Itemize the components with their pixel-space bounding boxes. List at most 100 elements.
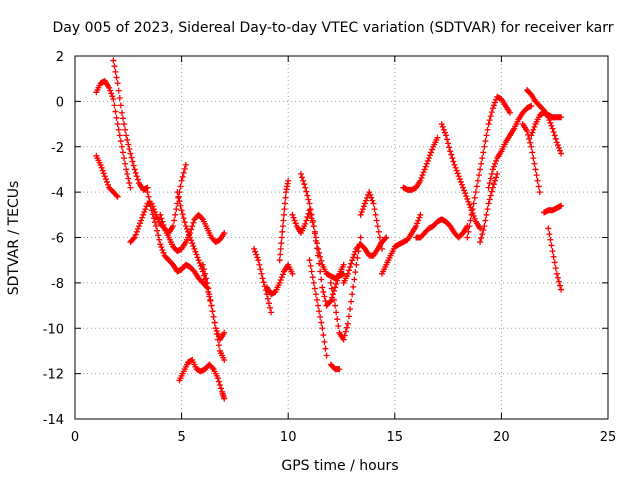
data-point — [252, 248, 259, 255]
data-point — [198, 215, 205, 222]
data-point — [552, 135, 559, 142]
data-point — [141, 208, 148, 215]
data-point — [321, 293, 328, 300]
data-point — [126, 180, 133, 187]
data-point — [307, 206, 314, 213]
data-point — [349, 291, 356, 298]
data-point — [154, 227, 161, 234]
data-point — [489, 166, 496, 173]
data-point — [530, 126, 537, 133]
data-point — [305, 196, 312, 203]
data-point — [118, 143, 125, 150]
data-point — [206, 291, 213, 298]
y-tick-label: -12 — [43, 368, 64, 383]
data-point — [299, 174, 306, 181]
data-point — [320, 288, 327, 295]
data-point — [192, 248, 199, 255]
data-point — [474, 177, 481, 184]
data-point — [445, 140, 452, 147]
data-point — [490, 163, 497, 170]
data-point — [469, 206, 476, 213]
data-point — [372, 211, 379, 218]
data-point — [434, 134, 441, 141]
data-point — [428, 149, 435, 156]
data-point — [150, 215, 157, 222]
x-tick-label: 25 — [600, 430, 617, 445]
data-point — [447, 148, 454, 155]
data-point — [207, 296, 214, 303]
data-point — [483, 132, 490, 139]
data-point — [426, 152, 433, 159]
data-point — [300, 177, 307, 184]
data-point — [416, 214, 423, 221]
data-point — [306, 207, 313, 214]
data-point — [553, 270, 560, 277]
data-point — [558, 202, 565, 209]
data-point — [210, 313, 217, 320]
series-arc-26 — [477, 170, 501, 246]
data-point — [254, 254, 261, 261]
data-point — [466, 223, 473, 230]
data-point — [482, 217, 489, 224]
series-arc-3 — [110, 57, 151, 193]
data-point — [289, 211, 296, 218]
data-point — [215, 342, 222, 349]
data-point — [159, 246, 166, 253]
series-arc-21 — [400, 134, 441, 193]
data-point — [342, 328, 349, 335]
data-point — [209, 364, 216, 371]
data-point — [352, 248, 359, 255]
data-point — [487, 175, 494, 182]
data-point — [328, 285, 335, 292]
data-point — [335, 274, 342, 281]
data-point — [256, 261, 263, 268]
data-point — [531, 123, 538, 130]
data-point — [279, 223, 286, 230]
data-point — [138, 217, 145, 224]
data-point — [523, 127, 530, 134]
data-point — [264, 295, 271, 302]
data-point — [128, 154, 135, 161]
data-point — [253, 251, 260, 258]
data-point — [461, 187, 468, 194]
data-point — [215, 378, 222, 385]
data-point — [279, 228, 286, 235]
data-point — [448, 151, 455, 158]
y-axis-label: SDTVAR / TECUs — [6, 181, 22, 296]
series-arc-1 — [93, 77, 134, 191]
data-point — [179, 173, 186, 180]
data-point — [326, 299, 333, 306]
x-tick-label: 20 — [493, 430, 510, 445]
data-point — [322, 345, 329, 352]
data-point — [189, 223, 196, 230]
data-point — [209, 308, 216, 315]
data-point — [218, 385, 225, 392]
series-arc-17 — [327, 361, 343, 373]
data-point — [455, 173, 462, 180]
data-point — [313, 296, 320, 303]
data-point — [476, 172, 483, 179]
data-point — [558, 114, 565, 121]
series-arc-19 — [357, 189, 386, 252]
data-point — [277, 245, 284, 252]
data-point — [139, 214, 146, 221]
data-point — [529, 129, 536, 136]
data-point — [102, 176, 109, 183]
data-point — [418, 174, 425, 181]
data-point — [303, 188, 310, 195]
data-point — [196, 260, 203, 267]
data-point — [451, 161, 458, 168]
data-point — [156, 236, 163, 243]
data-point — [488, 188, 495, 195]
data-point — [255, 257, 262, 264]
data-point — [557, 282, 564, 289]
data-point — [368, 194, 375, 201]
series-arc-23 — [438, 121, 484, 232]
data-point — [278, 240, 285, 247]
data-point — [117, 138, 124, 145]
data-point — [277, 277, 284, 284]
data-point — [350, 254, 357, 261]
series-arc-24 — [464, 93, 513, 241]
x-tick-label: 15 — [387, 430, 404, 445]
data-point — [279, 271, 286, 278]
